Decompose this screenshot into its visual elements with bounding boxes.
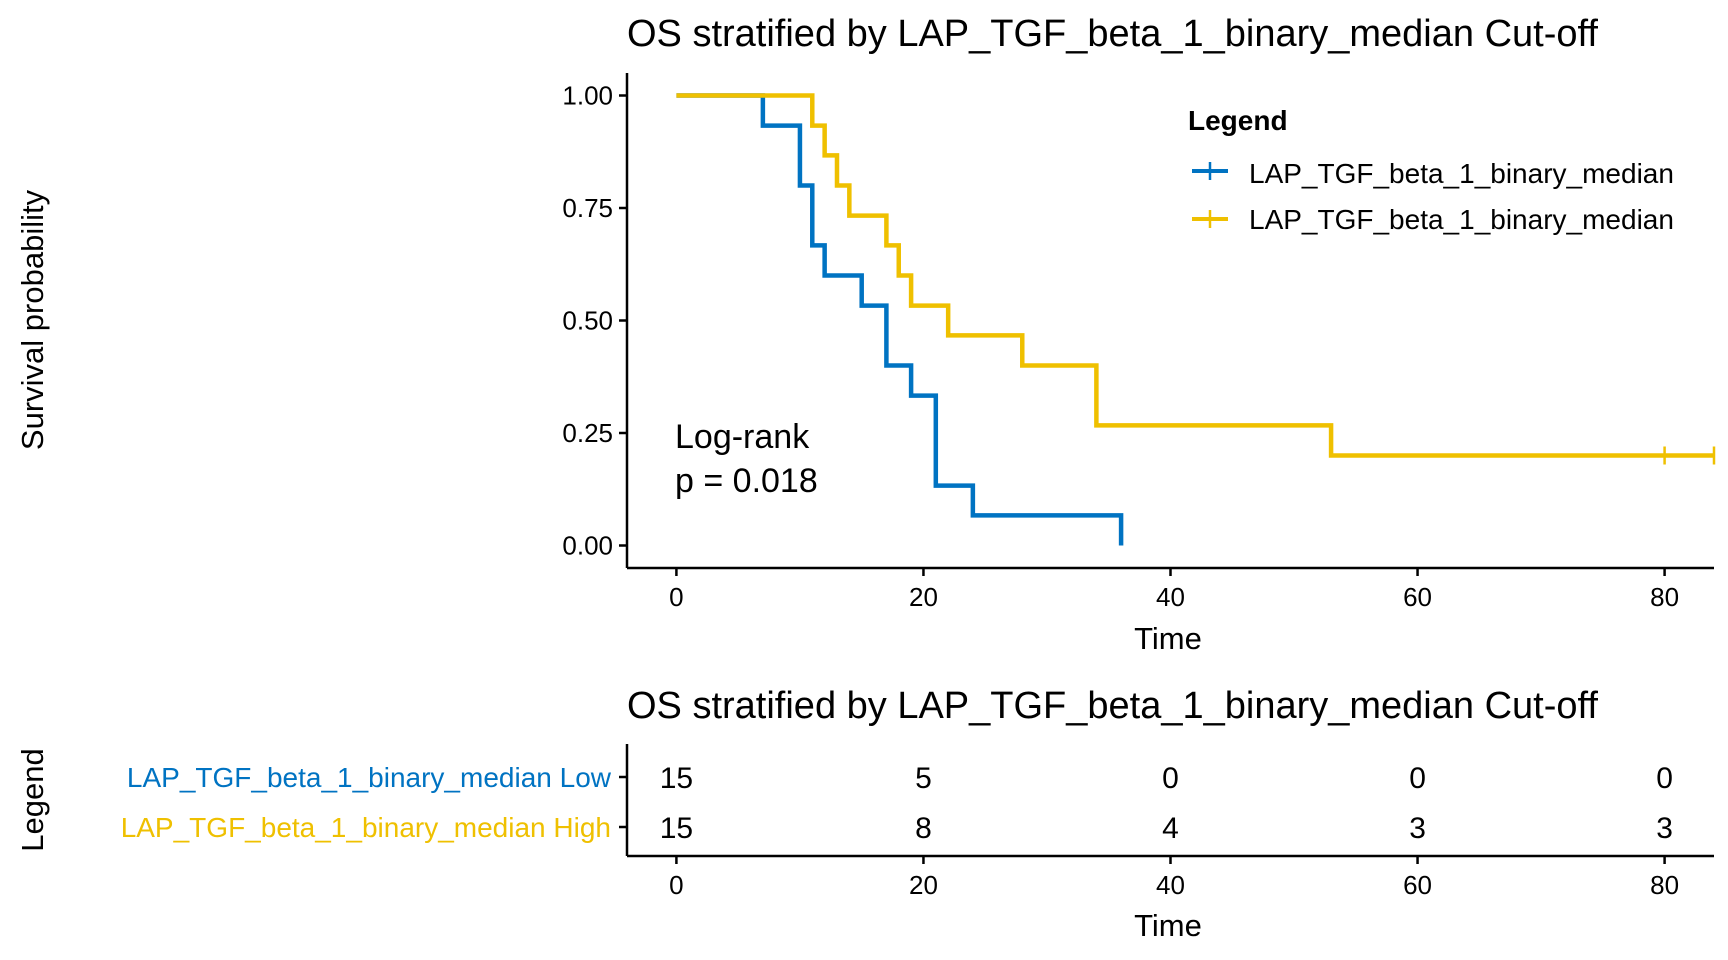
x-axis-title: Time [1134, 621, 1202, 656]
risk-table-x-tick-label: 0 [669, 870, 683, 900]
risk-count-cell: 15 [660, 762, 693, 795]
risk-count-cell: 4 [1162, 812, 1179, 845]
legend-entry-low: LAP_TGF_beta_1_binary_median [1249, 158, 1674, 189]
legend-title: Legend [1188, 105, 1288, 136]
legend: Legend LAP_TGF_beta_1_binary_median LAP_… [1188, 105, 1674, 235]
risk-count-cell: 3 [1409, 812, 1426, 845]
legend-entry-high: LAP_TGF_beta_1_binary_median [1249, 204, 1674, 235]
strata-label-high: LAP_TGF_beta_1_binary_median High [121, 812, 611, 843]
risk-count-cell: 3 [1656, 812, 1673, 845]
x-tick-label: 60 [1403, 582, 1432, 612]
y-tick-label: 0.50 [562, 306, 613, 336]
risk-table: OS stratified by LAP_TGF_beta_1_binary_m… [15, 685, 1714, 943]
survival-plot: OS stratified by LAP_TGF_beta_1_binary_m… [15, 13, 1716, 656]
strata-label-low: LAP_TGF_beta_1_binary_median Low [127, 762, 612, 793]
survival-curve-high [676, 93, 1714, 458]
y-tick-label: 0.25 [562, 418, 613, 448]
legend-key-high [1192, 210, 1228, 228]
legend-keys [1192, 162, 1228, 228]
survival-curves [676, 93, 1716, 546]
risk-table-x-tick-label: 20 [909, 870, 938, 900]
survival-curve-low [676, 93, 1124, 546]
risk-table-x-ticks: 0 20 40 60 80 [669, 856, 1679, 900]
y-tick-label: 1.00 [562, 81, 613, 111]
risk-table-y-title: Legend [15, 748, 50, 851]
risk-count-cell: 0 [1162, 762, 1179, 795]
y-tick-label: 0.75 [562, 193, 613, 223]
y-axis-title: Survival probability [15, 189, 50, 450]
logrank-label: Log-rank [675, 418, 810, 456]
risk-table-x-title: Time [1134, 908, 1202, 943]
risk-count-cell: 0 [1409, 762, 1426, 795]
x-ticks: 0 20 40 60 80 [669, 568, 1679, 612]
risk-table-rows: LAP_TGF_beta_1_binary_median Low 15 5 0 0 0 LA… [121, 762, 1673, 845]
y-tick-label: 0.00 [562, 531, 613, 561]
risk-count-cell: 8 [915, 812, 932, 845]
logrank-annotation: Log-rank p = 0.018 [675, 418, 818, 500]
risk-table-x-tick-label: 60 [1403, 870, 1432, 900]
risk-table-x-tick-label: 80 [1650, 870, 1679, 900]
y-ticks: 0.00 0.25 0.50 0.75 1.00 [562, 81, 627, 561]
risk-count-cell: 15 [660, 812, 693, 845]
risk-table-title: OS stratified by LAP_TGF_beta_1_binary_m… [627, 685, 1598, 727]
risk-count-cell: 5 [915, 762, 932, 795]
x-tick-label: 20 [909, 582, 938, 612]
legend-key-low [1192, 162, 1228, 180]
risk-table-x-tick-label: 40 [1156, 870, 1185, 900]
x-tick-label: 0 [669, 582, 683, 612]
logrank-pvalue: p = 0.018 [675, 462, 818, 500]
risk-count-cell: 0 [1656, 762, 1673, 795]
x-tick-label: 80 [1650, 582, 1679, 612]
survival-plot-title: OS stratified by LAP_TGF_beta_1_binary_m… [627, 13, 1598, 55]
x-tick-label: 40 [1156, 582, 1185, 612]
